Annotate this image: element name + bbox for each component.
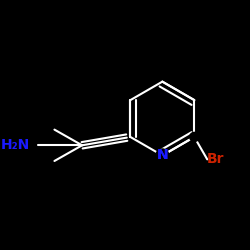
Text: N: N bbox=[156, 148, 168, 162]
Text: N: N bbox=[156, 148, 168, 162]
Circle shape bbox=[156, 149, 169, 162]
Text: H₂N: H₂N bbox=[1, 138, 30, 152]
Text: Br: Br bbox=[207, 152, 225, 166]
Circle shape bbox=[190, 132, 199, 141]
